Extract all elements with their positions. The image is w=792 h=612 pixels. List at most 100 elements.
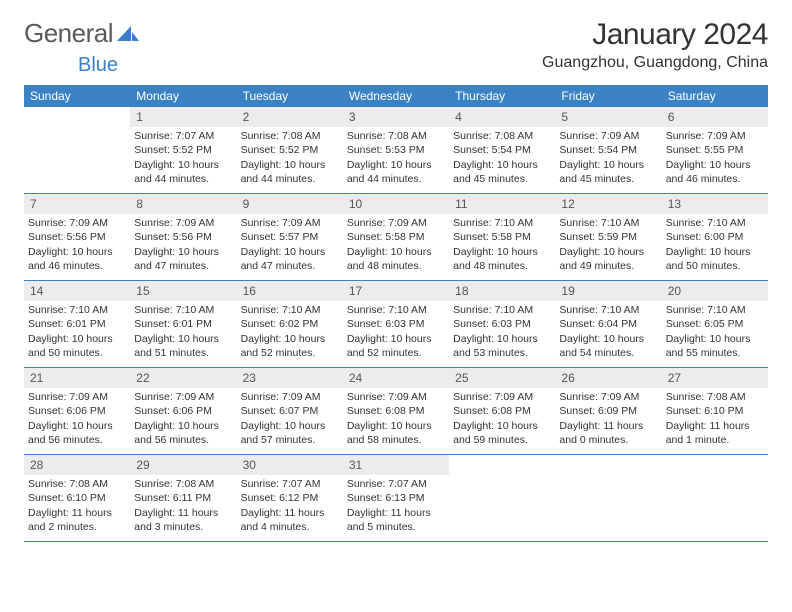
day-number: 5 — [555, 107, 661, 127]
day-number: 31 — [343, 455, 449, 475]
sunrise-line: Sunrise: 7:09 AM — [241, 390, 339, 404]
daylight-line: Daylight: 10 hours and 50 minutes. — [28, 332, 126, 360]
day-number: 19 — [555, 281, 661, 301]
week-row: 14Sunrise: 7:10 AMSunset: 6:01 PMDayligh… — [24, 281, 768, 368]
daylight-line: Daylight: 10 hours and 53 minutes. — [453, 332, 551, 360]
calendar-cell: . — [449, 455, 555, 541]
daylight-line: Daylight: 10 hours and 45 minutes. — [453, 158, 551, 186]
calendar-cell: 6Sunrise: 7:09 AMSunset: 5:55 PMDaylight… — [662, 107, 768, 193]
daylight-line: Daylight: 11 hours and 4 minutes. — [241, 506, 339, 534]
sunrise-line: Sunrise: 7:09 AM — [347, 390, 445, 404]
day-number: 16 — [237, 281, 343, 301]
sunset-line: Sunset: 5:57 PM — [241, 230, 339, 244]
daylight-line: Daylight: 11 hours and 3 minutes. — [134, 506, 232, 534]
day-number: 9 — [237, 194, 343, 214]
day-header-cell: Friday — [555, 85, 661, 107]
sunrise-line: Sunrise: 7:09 AM — [559, 129, 657, 143]
cell-body: Sunrise: 7:10 AMSunset: 5:59 PMDaylight:… — [555, 214, 661, 277]
calendar-cell: 19Sunrise: 7:10 AMSunset: 6:04 PMDayligh… — [555, 281, 661, 367]
title-block: January 2024 Guangzhou, Guangdong, China — [542, 18, 768, 72]
calendar-cell: 15Sunrise: 7:10 AMSunset: 6:01 PMDayligh… — [130, 281, 236, 367]
location: Guangzhou, Guangdong, China — [542, 54, 768, 72]
logo: General — [24, 18, 139, 49]
calendar-cell: 25Sunrise: 7:09 AMSunset: 6:08 PMDayligh… — [449, 368, 555, 454]
cell-body: Sunrise: 7:10 AMSunset: 5:58 PMDaylight:… — [449, 214, 555, 277]
calendar-cell: 29Sunrise: 7:08 AMSunset: 6:11 PMDayligh… — [130, 455, 236, 541]
calendar-cell: 17Sunrise: 7:10 AMSunset: 6:03 PMDayligh… — [343, 281, 449, 367]
cell-body: Sunrise: 7:09 AMSunset: 6:06 PMDaylight:… — [24, 388, 130, 451]
day-number: 26 — [555, 368, 661, 388]
daylight-line: Daylight: 10 hours and 58 minutes. — [347, 419, 445, 447]
daylight-line: Daylight: 11 hours and 2 minutes. — [28, 506, 126, 534]
day-number: 27 — [662, 368, 768, 388]
day-number: 7 — [24, 194, 130, 214]
sunset-line: Sunset: 6:09 PM — [559, 404, 657, 418]
daylight-line: Daylight: 10 hours and 55 minutes. — [666, 332, 764, 360]
sunset-line: Sunset: 5:55 PM — [666, 143, 764, 157]
day-number: 24 — [343, 368, 449, 388]
day-header-row: SundayMondayTuesdayWednesdayThursdayFrid… — [24, 85, 768, 107]
cell-body: Sunrise: 7:09 AMSunset: 5:54 PMDaylight:… — [555, 127, 661, 190]
sunset-line: Sunset: 5:53 PM — [347, 143, 445, 157]
sunrise-line: Sunrise: 7:10 AM — [666, 216, 764, 230]
sunset-line: Sunset: 5:56 PM — [134, 230, 232, 244]
day-number: 14 — [24, 281, 130, 301]
calendar-cell: 10Sunrise: 7:09 AMSunset: 5:58 PMDayligh… — [343, 194, 449, 280]
cell-body: Sunrise: 7:09 AMSunset: 5:56 PMDaylight:… — [130, 214, 236, 277]
day-number: 13 — [662, 194, 768, 214]
sunrise-line: Sunrise: 7:07 AM — [134, 129, 232, 143]
daylight-line: Daylight: 10 hours and 48 minutes. — [347, 245, 445, 273]
day-number: 22 — [130, 368, 236, 388]
calendar-cell: 9Sunrise: 7:09 AMSunset: 5:57 PMDaylight… — [237, 194, 343, 280]
week-row: 7Sunrise: 7:09 AMSunset: 5:56 PMDaylight… — [24, 194, 768, 281]
calendar-cell: 12Sunrise: 7:10 AMSunset: 5:59 PMDayligh… — [555, 194, 661, 280]
day-number: 30 — [237, 455, 343, 475]
daylight-line: Daylight: 11 hours and 0 minutes. — [559, 419, 657, 447]
calendar-cell: 4Sunrise: 7:08 AMSunset: 5:54 PMDaylight… — [449, 107, 555, 193]
calendar-cell: 7Sunrise: 7:09 AMSunset: 5:56 PMDaylight… — [24, 194, 130, 280]
calendar-cell: 1Sunrise: 7:07 AMSunset: 5:52 PMDaylight… — [130, 107, 236, 193]
month-title: January 2024 — [542, 18, 768, 52]
calendar-cell: 20Sunrise: 7:10 AMSunset: 6:05 PMDayligh… — [662, 281, 768, 367]
daylight-line: Daylight: 10 hours and 47 minutes. — [134, 245, 232, 273]
cell-body: Sunrise: 7:09 AMSunset: 5:55 PMDaylight:… — [662, 127, 768, 190]
sunrise-line: Sunrise: 7:07 AM — [241, 477, 339, 491]
calendar-cell: . — [555, 455, 661, 541]
calendar: SundayMondayTuesdayWednesdayThursdayFrid… — [24, 85, 768, 542]
sunrise-line: Sunrise: 7:09 AM — [28, 216, 126, 230]
daylight-line: Daylight: 10 hours and 50 minutes. — [666, 245, 764, 273]
daylight-line: Daylight: 10 hours and 44 minutes. — [347, 158, 445, 186]
daylight-line: Daylight: 10 hours and 48 minutes. — [453, 245, 551, 273]
calendar-cell: . — [662, 455, 768, 541]
cell-body: Sunrise: 7:07 AMSunset: 5:52 PMDaylight:… — [130, 127, 236, 190]
cell-body: Sunrise: 7:08 AMSunset: 5:52 PMDaylight:… — [237, 127, 343, 190]
cell-body: Sunrise: 7:10 AMSunset: 6:03 PMDaylight:… — [343, 301, 449, 364]
day-number: 2 — [237, 107, 343, 127]
sunrise-line: Sunrise: 7:08 AM — [28, 477, 126, 491]
cell-body: Sunrise: 7:10 AMSunset: 6:00 PMDaylight:… — [662, 214, 768, 277]
sunset-line: Sunset: 6:08 PM — [347, 404, 445, 418]
sunset-line: Sunset: 6:13 PM — [347, 491, 445, 505]
daylight-line: Daylight: 10 hours and 52 minutes. — [241, 332, 339, 360]
day-number: 3 — [343, 107, 449, 127]
sunrise-line: Sunrise: 7:10 AM — [559, 216, 657, 230]
day-header-cell: Thursday — [449, 85, 555, 107]
calendar-cell: 3Sunrise: 7:08 AMSunset: 5:53 PMDaylight… — [343, 107, 449, 193]
calendar-cell: 28Sunrise: 7:08 AMSunset: 6:10 PMDayligh… — [24, 455, 130, 541]
cell-body: Sunrise: 7:09 AMSunset: 6:08 PMDaylight:… — [343, 388, 449, 451]
calendar-cell: 26Sunrise: 7:09 AMSunset: 6:09 PMDayligh… — [555, 368, 661, 454]
day-number: 11 — [449, 194, 555, 214]
sunset-line: Sunset: 6:06 PM — [134, 404, 232, 418]
day-number: 12 — [555, 194, 661, 214]
sunset-line: Sunset: 6:11 PM — [134, 491, 232, 505]
day-number: 10 — [343, 194, 449, 214]
calendar-cell: 18Sunrise: 7:10 AMSunset: 6:03 PMDayligh… — [449, 281, 555, 367]
sunset-line: Sunset: 5:56 PM — [28, 230, 126, 244]
day-header-cell: Wednesday — [343, 85, 449, 107]
daylight-line: Daylight: 11 hours and 1 minute. — [666, 419, 764, 447]
sunrise-line: Sunrise: 7:08 AM — [666, 390, 764, 404]
sunrise-line: Sunrise: 7:08 AM — [453, 129, 551, 143]
sunrise-line: Sunrise: 7:10 AM — [453, 216, 551, 230]
daylight-line: Daylight: 10 hours and 49 minutes. — [559, 245, 657, 273]
daylight-line: Daylight: 10 hours and 52 minutes. — [347, 332, 445, 360]
